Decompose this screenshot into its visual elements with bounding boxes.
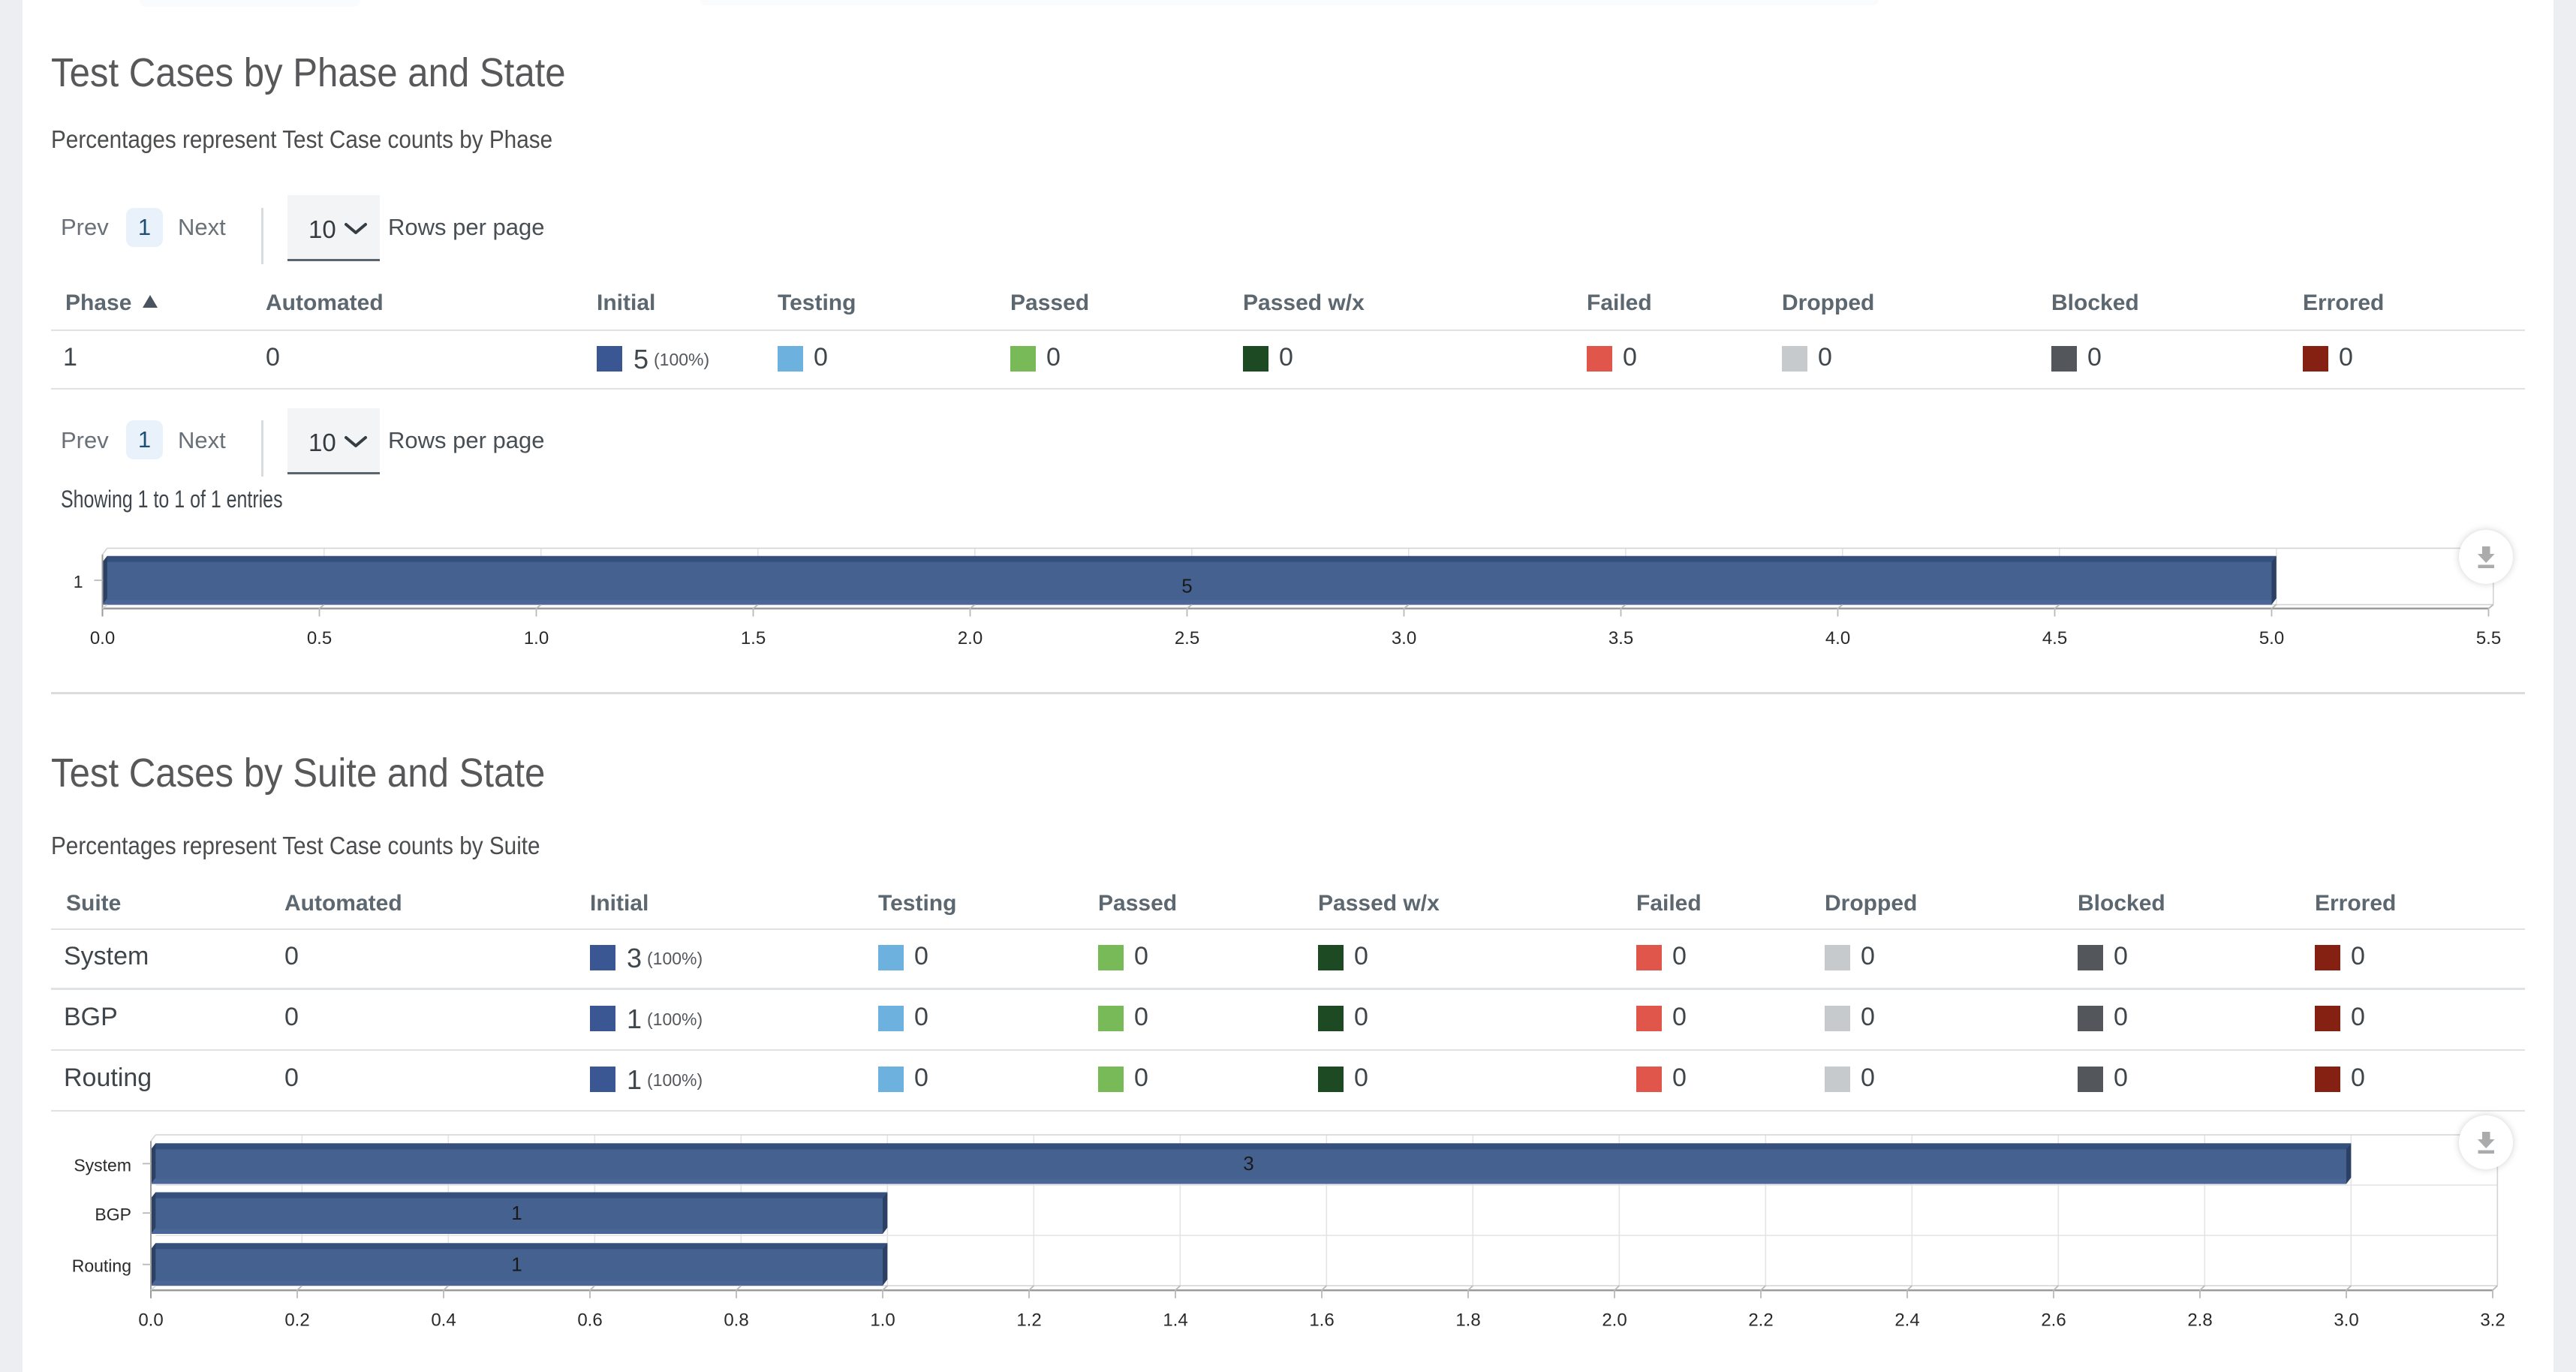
svg-text:3: 3 <box>1243 1152 1253 1175</box>
svg-text:1.6: 1.6 <box>1309 1310 1334 1331</box>
svg-text:0.0: 0.0 <box>138 1310 163 1331</box>
svg-text:1: 1 <box>511 1253 522 1275</box>
svg-text:4.0: 4.0 <box>1825 628 1850 648</box>
svg-text:BGP: BGP <box>95 1205 131 1224</box>
svg-text:2.5: 2.5 <box>1175 628 1199 648</box>
svg-text:1.8: 1.8 <box>1455 1310 1480 1331</box>
svg-text:0.4: 0.4 <box>431 1310 456 1331</box>
svg-text:2.2: 2.2 <box>1748 1310 1773 1331</box>
svg-text:1: 1 <box>74 572 83 591</box>
svg-text:1.0: 1.0 <box>524 628 549 648</box>
svg-text:1: 1 <box>511 1202 522 1224</box>
svg-text:2.4: 2.4 <box>1894 1310 1919 1331</box>
svg-text:1.4: 1.4 <box>1163 1310 1187 1331</box>
svg-text:3.0: 3.0 <box>1392 628 1416 648</box>
svg-text:3.5: 3.5 <box>1608 628 1633 648</box>
svg-text:0.6: 0.6 <box>577 1310 602 1331</box>
svg-text:5.5: 5.5 <box>2476 628 2501 648</box>
svg-text:Routing: Routing <box>72 1256 131 1276</box>
svg-text:4.5: 4.5 <box>2042 628 2067 648</box>
svg-text:0.0: 0.0 <box>90 628 115 648</box>
svg-text:1.2: 1.2 <box>1016 1310 1041 1331</box>
svg-text:1.5: 1.5 <box>741 628 766 648</box>
svg-text:0.2: 0.2 <box>284 1310 309 1331</box>
svg-text:2.8: 2.8 <box>2187 1310 2212 1331</box>
svg-text:5: 5 <box>1181 575 1192 597</box>
svg-text:2.6: 2.6 <box>2041 1310 2066 1331</box>
svg-text:2.0: 2.0 <box>958 628 983 648</box>
svg-text:1.0: 1.0 <box>870 1310 895 1331</box>
svg-text:System: System <box>74 1155 131 1175</box>
svg-text:0.8: 0.8 <box>724 1310 748 1331</box>
svg-text:5.0: 5.0 <box>2259 628 2284 648</box>
svg-text:3.0: 3.0 <box>2334 1310 2358 1331</box>
svg-text:0.5: 0.5 <box>307 628 332 648</box>
svg-text:3.2: 3.2 <box>2480 1310 2505 1331</box>
svg-text:2.0: 2.0 <box>1602 1310 1627 1331</box>
